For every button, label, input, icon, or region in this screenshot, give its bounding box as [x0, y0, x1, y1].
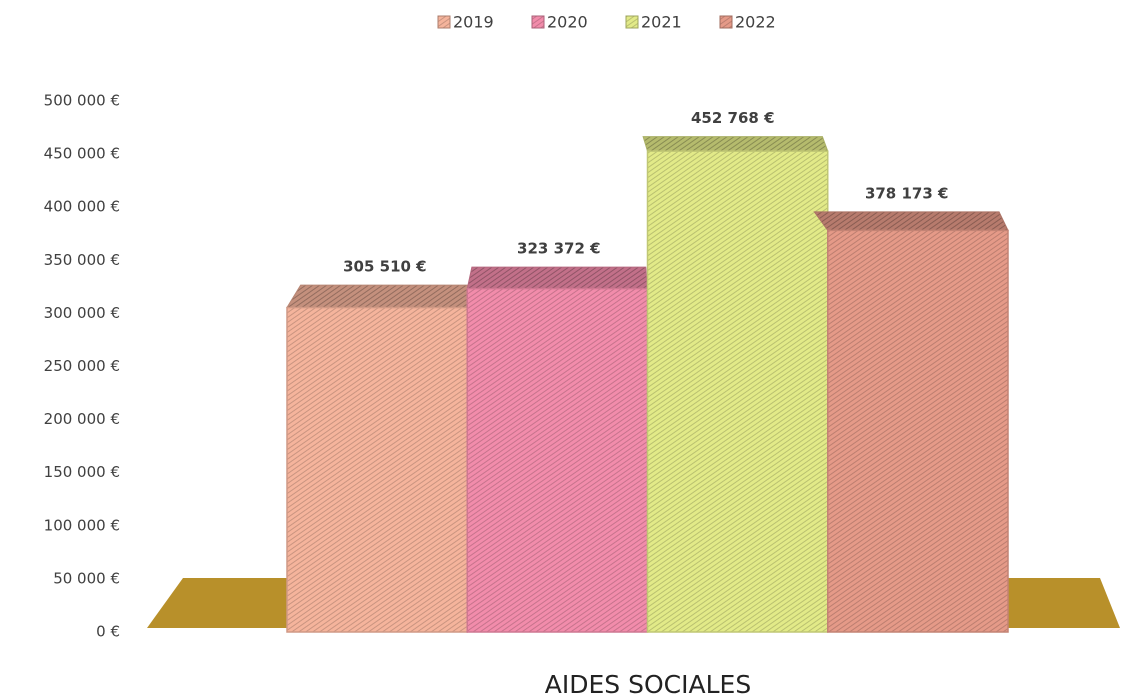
legend-swatch — [719, 15, 733, 29]
y-tick-label: 450 000 € — [44, 145, 120, 163]
legend-label: 2022 — [735, 13, 776, 32]
y-tick-label: 150 000 € — [44, 463, 120, 481]
y-tick-label: 250 000 € — [44, 357, 120, 375]
y-tick-label: 0 € — [96, 623, 120, 641]
y-tick-label: 350 000 € — [44, 251, 120, 269]
bar — [466, 287, 649, 633]
legend-swatch — [531, 15, 545, 29]
y-tick-label: 100 000 € — [44, 516, 120, 534]
y-tick-label: 200 000 € — [44, 410, 120, 428]
y-tick-label: 300 000 € — [44, 304, 120, 322]
legend-swatch — [625, 15, 639, 29]
legend-label: 2021 — [641, 13, 682, 32]
legend-swatch — [437, 15, 451, 29]
bar — [827, 229, 1009, 633]
value-label: 452 768 € — [691, 109, 775, 127]
bar — [646, 150, 829, 633]
y-tick-label: 400 000 € — [44, 198, 120, 216]
legend-label: 2019 — [453, 13, 494, 32]
bar-top — [642, 136, 829, 152]
bar-top — [286, 284, 470, 309]
value-label: 378 173 € — [865, 184, 949, 202]
y-tick-label: 50 000 € — [53, 569, 120, 587]
value-label: 323 372 € — [517, 240, 601, 258]
bar — [286, 306, 468, 633]
bar-top — [466, 266, 649, 290]
x-tick-label: AIDES SOCIALES — [545, 670, 751, 699]
value-label: 305 510 € — [343, 258, 427, 276]
bar-top — [813, 211, 1009, 231]
y-tick-label: 500 000 € — [44, 92, 120, 110]
legend-label: 2020 — [547, 13, 588, 32]
